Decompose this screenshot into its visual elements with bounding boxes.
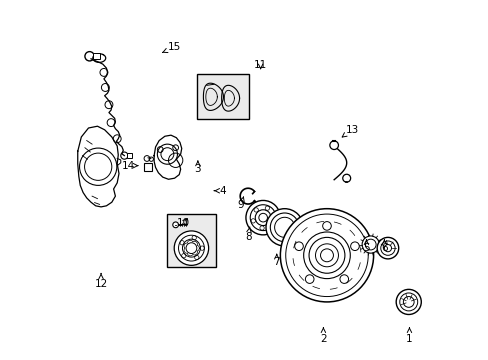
Bar [197, 74, 249, 119]
Circle shape [329, 141, 338, 149]
Text: 6: 6 [380, 240, 387, 253]
Text: 9: 9 [237, 197, 244, 210]
Circle shape [342, 174, 350, 182]
Text: 8: 8 [244, 227, 251, 242]
Text: 14: 14 [121, 161, 138, 171]
Circle shape [280, 209, 373, 302]
Circle shape [362, 236, 379, 253]
Bar [93, 53, 100, 59]
Circle shape [303, 232, 349, 279]
Text: 15: 15 [162, 42, 181, 53]
Text: 7: 7 [273, 255, 280, 267]
Text: 10: 10 [177, 218, 190, 228]
Circle shape [395, 289, 421, 315]
Text: 11: 11 [253, 60, 267, 70]
Bar [144, 163, 152, 171]
Circle shape [265, 209, 303, 246]
Text: 2: 2 [320, 328, 326, 343]
Circle shape [174, 231, 208, 265]
Circle shape [80, 148, 117, 185]
Text: 3: 3 [194, 161, 201, 174]
Text: 1: 1 [406, 328, 412, 343]
Circle shape [376, 237, 398, 259]
Circle shape [245, 201, 280, 235]
Bar [126, 153, 132, 158]
Text: 4: 4 [214, 186, 226, 196]
Bar [167, 214, 215, 267]
Text: 12: 12 [94, 274, 107, 289]
Text: 13: 13 [342, 125, 358, 137]
Text: 5: 5 [363, 240, 369, 253]
Circle shape [172, 222, 178, 228]
